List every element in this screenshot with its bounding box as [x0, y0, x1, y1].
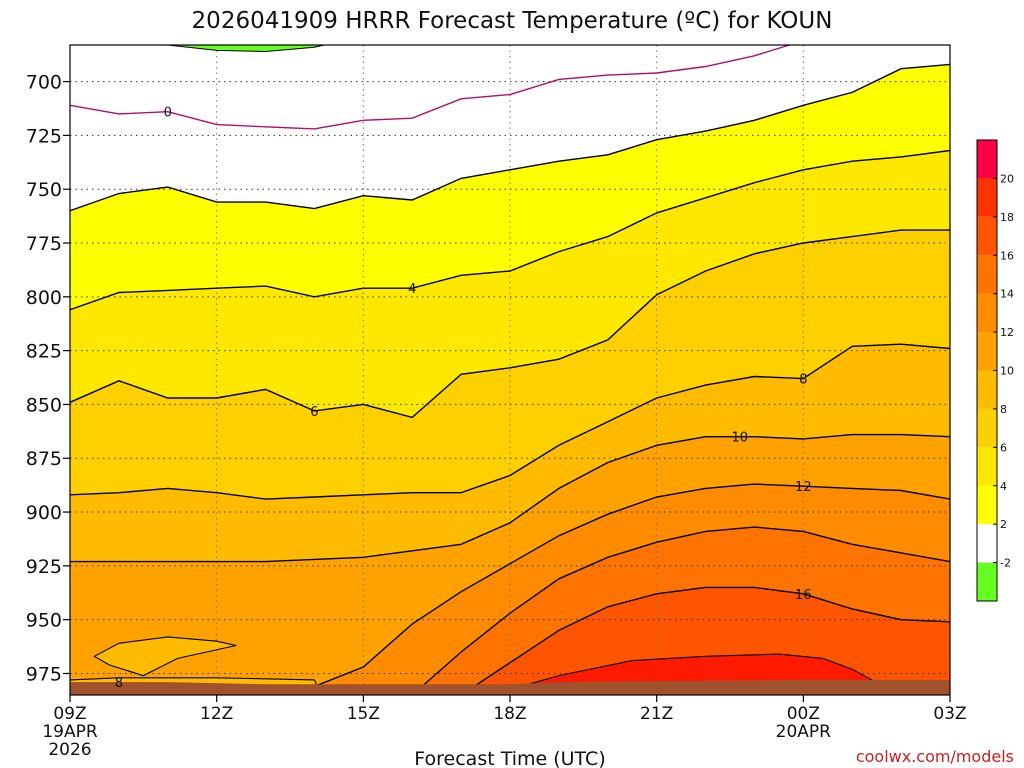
- colorbar-label-6: 12: [1000, 326, 1014, 339]
- colorbar-segment-3: [977, 447, 997, 486]
- isotherm-10: [70, 433, 950, 563]
- isotherm-label-extra-0: 8: [115, 676, 123, 691]
- colorbar-label-2: 4: [1000, 480, 1007, 493]
- colorbar-label-1: 2: [1000, 518, 1007, 531]
- isotherm-label-8: 8: [799, 373, 807, 388]
- y-tick-label-900: 900: [26, 502, 62, 524]
- x-tick-label-5: 00Z: [787, 704, 820, 724]
- colorbar-label-9: 18: [1000, 211, 1014, 224]
- temperature-fill-bands: [70, 45, 950, 695]
- isotherm-8: [70, 343, 950, 500]
- y-tick-label-775: 775: [26, 233, 62, 255]
- chart-title: 2026041909 HRRR Forecast Temperature (ºC…: [192, 8, 833, 34]
- cold-patch-below-minus2: [167, 45, 327, 53]
- y-tick-label-825: 825: [26, 341, 62, 363]
- isotherm-label-12: 12: [795, 480, 812, 495]
- y-tick-label-725: 725: [26, 125, 62, 147]
- isotherm-label-0: 0: [164, 106, 172, 121]
- isotherm-label-4: 4: [408, 282, 416, 297]
- ground-surface: [70, 679, 950, 695]
- y-tick-label-875: 875: [26, 448, 62, 470]
- colorbar-segment-10: [977, 178, 997, 217]
- isotherm-14: [411, 526, 950, 695]
- isotherm-label-10: 10: [732, 431, 749, 446]
- x-date-label-1-0: 20APR: [776, 722, 832, 742]
- x-axis-label: Forecast Time (UTC): [414, 748, 605, 768]
- isotherm-lines: [70, 45, 950, 695]
- x-tick-label-6: 03Z: [933, 704, 966, 724]
- isotherm-label-6: 6: [310, 405, 318, 420]
- colorbar-label-3: 6: [1000, 441, 1007, 454]
- grid-lines: [70, 45, 950, 695]
- colorbar-segment-7: [977, 293, 997, 333]
- credit-text: coolwx.com/models: [856, 747, 1014, 766]
- y-tick-label-800: 800: [26, 287, 62, 309]
- isotherm-6: [70, 229, 950, 419]
- colorbar-segment-0: [977, 562, 997, 601]
- warm-cell-contour: [93, 636, 237, 677]
- colorbar-segment-6: [977, 332, 997, 371]
- y-tick-label-850: 850: [26, 394, 62, 416]
- isotherm-2: [70, 63, 950, 212]
- colorbar-segment-8: [977, 255, 997, 294]
- x-tick-label-2: 15Z: [347, 704, 380, 724]
- y-tick-label-700: 700: [26, 72, 62, 94]
- colorbar-segment-5: [977, 370, 997, 409]
- colorbar-segment-1: [977, 524, 997, 563]
- colorbar-label-0: -2: [1000, 557, 1011, 570]
- x-tick-label-3: 18Z: [493, 704, 526, 724]
- colorbar-segment-9: [977, 216, 997, 256]
- y-axis: 700 725 750 775 800 825 850 875 900 925 950 975: [26, 72, 70, 685]
- colorbar-label-5: 10: [1000, 365, 1014, 378]
- colorbar-label-4: 8: [1000, 403, 1007, 416]
- colorbar-segment-11: [977, 140, 997, 179]
- colorbar-segment-2: [977, 485, 997, 525]
- y-tick-label-950: 950: [26, 610, 62, 632]
- isotherm-0: [70, 45, 792, 130]
- colorbar-label-10: 20: [1000, 172, 1014, 185]
- isotherm-4: [70, 149, 950, 311]
- y-tick-label-975: 975: [26, 663, 62, 685]
- x-date-label-0-1: 2026: [48, 740, 91, 760]
- isotherm-labels: 0 4 6 8 10 12 16 8: [115, 106, 812, 691]
- colorbar: -2 2 4 6 8 10 12 14 16 18 20: [976, 139, 1014, 602]
- colorbar-segment-4: [977, 408, 997, 448]
- y-tick-label-925: 925: [26, 556, 62, 578]
- y-tick-label-750: 750: [26, 179, 62, 201]
- terrain-fill: [70, 679, 950, 695]
- isotherm-label-16: 16: [795, 588, 812, 603]
- x-date-label-0-0: 19APR: [42, 722, 98, 742]
- x-tick-label-4: 21Z: [640, 704, 673, 724]
- x-tick-label-1: 12Z: [200, 704, 233, 724]
- isotherm-16: [460, 586, 950, 695]
- colorbar-label-7: 14: [1000, 288, 1014, 301]
- colorbar-label-8: 16: [1000, 249, 1014, 262]
- x-tick-label-0: 09Z: [53, 704, 86, 724]
